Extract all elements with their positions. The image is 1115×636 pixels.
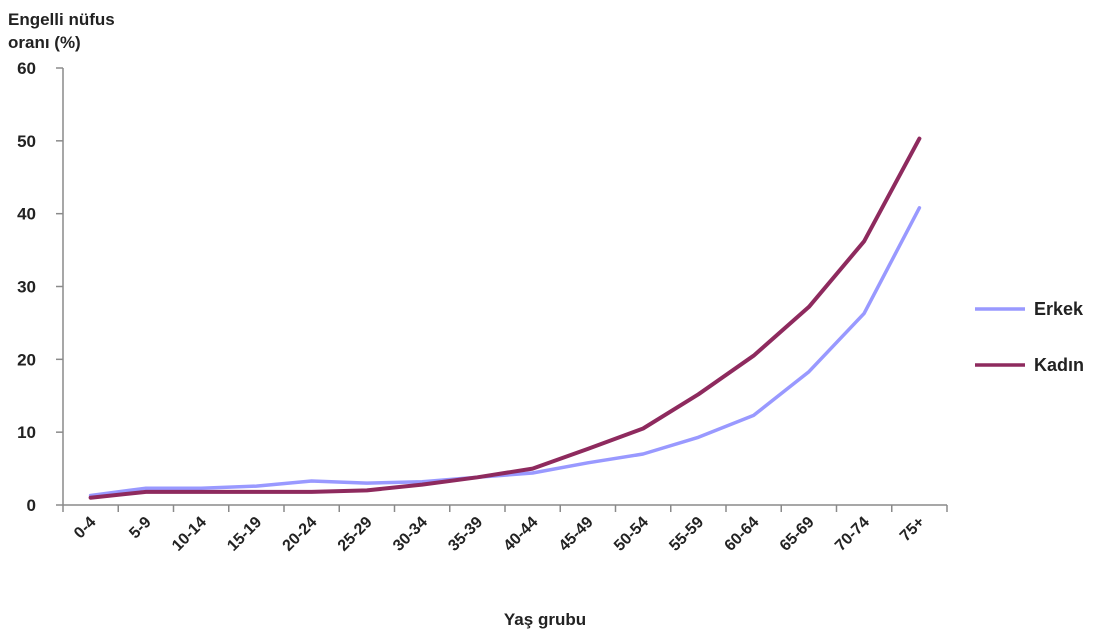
series-line-erkek: [88, 206, 922, 498]
x-tick-label: 35-39: [445, 514, 486, 555]
x-tick-label: 60-64: [721, 514, 762, 555]
x-tick-label: 30-34: [390, 514, 431, 555]
x-tick-label: 75+: [897, 514, 928, 545]
x-tick-label: 55-59: [666, 514, 707, 555]
y-tick-label: 40: [17, 205, 36, 224]
x-tick-label: 5-9: [126, 514, 154, 542]
x-tick-label: 15-19: [224, 514, 265, 555]
x-tick-label: 65-69: [777, 514, 818, 555]
legend: Erkek Kadın: [975, 299, 1084, 375]
x-tick-label: 0-4: [71, 514, 99, 542]
y-tick-label: 10: [17, 423, 36, 442]
x-tick-label: 40-44: [500, 514, 541, 555]
x-tick-label: 50-54: [611, 514, 652, 555]
x-tick-label: 45-49: [556, 514, 597, 555]
y-tick-label: 50: [17, 132, 36, 151]
x-tick-label: 25-29: [335, 514, 376, 555]
x-tick-label: 20-24: [279, 514, 320, 555]
legend-label: Kadın: [1034, 355, 1084, 375]
y-axis-title-line-2: oranı (%): [8, 33, 81, 52]
y-axis-title-line-1: Engelli nüfus: [8, 10, 115, 29]
x-axis-title: Yaş grubu: [504, 610, 586, 629]
series-line-kad-n: [88, 136, 922, 500]
y-tick-label: 20: [17, 350, 36, 369]
x-tick-label: 70-74: [832, 514, 873, 555]
y-tick-label: 0: [27, 496, 36, 515]
y-tick-label: 60: [17, 59, 36, 78]
y-tick-label: 30: [17, 278, 36, 297]
x-tick-label: 10-14: [169, 514, 210, 555]
legend-label: Erkek: [1034, 299, 1084, 319]
series-lines: [88, 136, 922, 500]
y-axis-title: Engelli nüfus oranı (%): [8, 10, 115, 52]
